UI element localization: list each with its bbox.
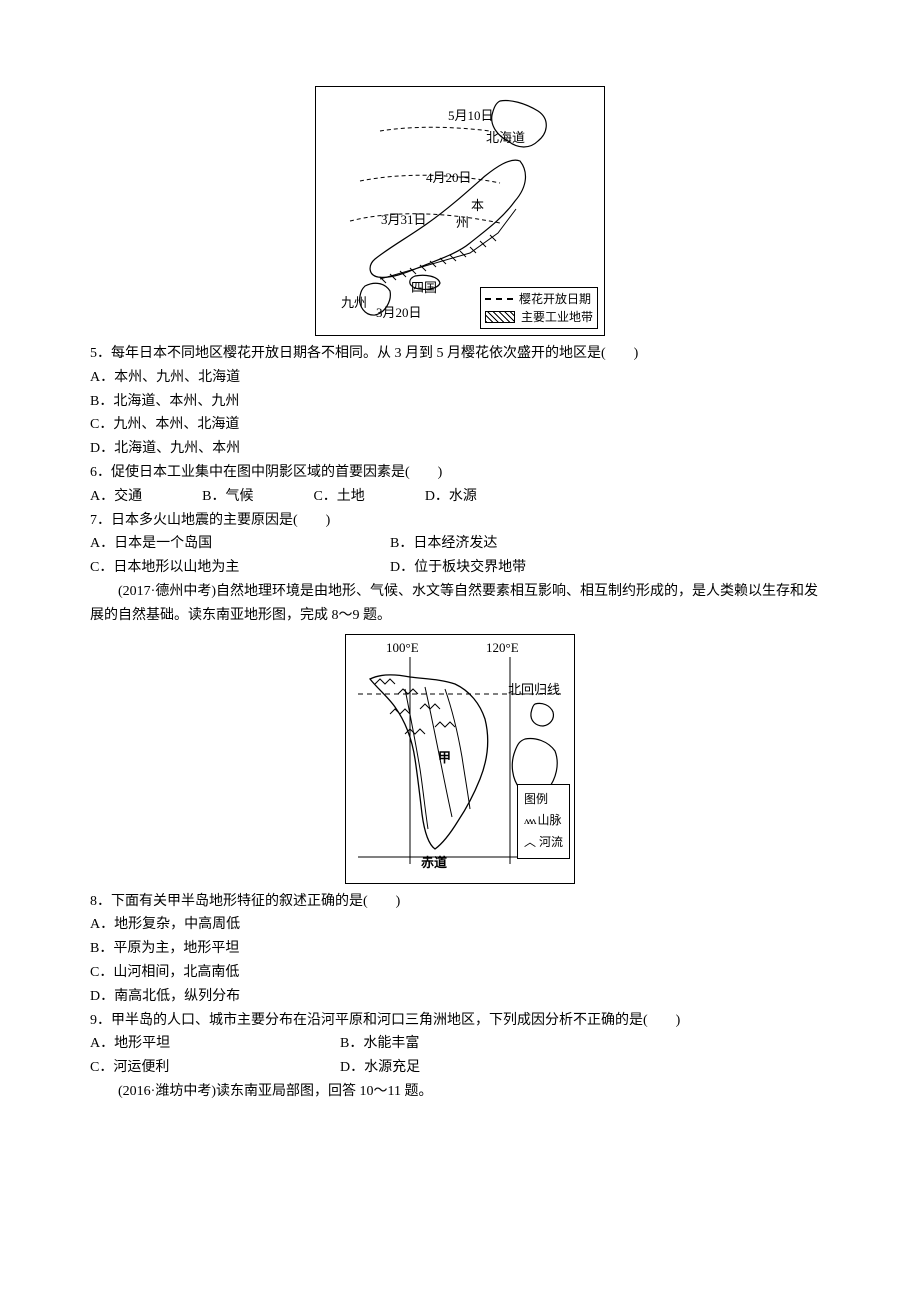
q6-opt-d: D．水源 (425, 485, 477, 509)
q7-opt-c: C．日本地形以山地为主 (90, 556, 300, 580)
q9-row1: A．地形平坦 B．水能丰富 (90, 1032, 830, 1056)
q7-row1: A．日本是一个岛国 B．日本经济发达 (90, 532, 830, 556)
mountain-icon: ᴧᴧᴧ (524, 812, 535, 832)
q5-opt-d: D．北海道、九州、本州 (90, 437, 830, 461)
sea-jia: 甲 (438, 747, 451, 769)
sea-legend-river: 河流 (539, 835, 563, 849)
q5-stem: 5．每年日本不同地区樱花开放日期各不相同。从 3 月到 5 月樱花依次盛开的地区… (90, 342, 830, 366)
sea-legend-mountain-row: ᴧᴧᴧ 山脉 (524, 810, 563, 832)
jp-date-may10: 5月10日 (448, 105, 494, 127)
q9-opt-a: A．地形平坦 (90, 1032, 250, 1056)
sea-equator: 赤道 (421, 852, 447, 874)
sea-lon-120: 120°E (486, 637, 519, 659)
jp-label-honshu2: 州 (456, 212, 469, 234)
q7-opt-d: D．位于板块交界地带 (390, 556, 526, 580)
jp-label-honshu1: 本 (471, 195, 484, 217)
q9-opt-c: C．河运便利 (90, 1056, 250, 1080)
q8-opt-b: B．平原为主，地形平坦 (90, 937, 830, 961)
jp-date-apr20: 4月20日 (426, 167, 472, 189)
sea-lon-100: 100°E (386, 637, 419, 659)
jp-legend: 樱花开放日期 主要工业地带 (480, 287, 598, 329)
q9-row2: C．河运便利 D．水源充足 (90, 1056, 830, 1080)
figure-japan-wrapper: 5月10日 北海道 4月20日 本 州 3月31日 四国 九州 3月20日 樱花… (90, 86, 830, 336)
intro-weifang: (2016·潍坊中考)读东南亚局部图，回答 10～11 题。 (90, 1080, 830, 1104)
figure-sea-wrapper: 100°E 120°E 北回归线 甲 赤道 图例 ᴧᴧᴧ 山脉 ︿ 河流 (90, 634, 830, 884)
q7-opt-a: A．日本是一个岛国 (90, 532, 300, 556)
q6-options: A．交通 B．气候 C．土地 D．水源 (90, 485, 830, 509)
jp-legend-bloom: 樱花开放日期 (485, 290, 593, 308)
dash-icon (485, 298, 513, 300)
q6-stem: 6．促使日本工业集中在图中阴影区域的首要因素是( ) (90, 461, 830, 485)
q6-opt-b: B．气候 (202, 485, 253, 509)
jp-legend-industry: 主要工业地带 (485, 308, 593, 326)
jp-label-hokkaido: 北海道 (486, 127, 525, 149)
jp-legend-industry-text: 主要工业地带 (521, 308, 593, 326)
q6-opt-a: A．交通 (90, 485, 142, 509)
q9-opt-b: B．水能丰富 (340, 1032, 419, 1056)
q7-opt-b: B．日本经济发达 (390, 532, 497, 556)
hatch-icon (485, 311, 515, 323)
intro-sea: (2017·德州中考)自然地理环境是由地形、气候、水文等自然要素相互影响、相互制… (90, 580, 830, 628)
q8-opt-a: A．地形复杂，中高周低 (90, 913, 830, 937)
jp-date-mar31: 3月31日 (381, 209, 427, 231)
q8-opt-d: D．南高北低，纵列分布 (90, 985, 830, 1009)
q8-stem: 8．下面有关甲半岛地形特征的叙述正确的是( ) (90, 890, 830, 914)
q5-opt-a: A．本州、九州、北海道 (90, 366, 830, 390)
figure-sea: 100°E 120°E 北回归线 甲 赤道 图例 ᴧᴧᴧ 山脉 ︿ 河流 (345, 634, 575, 884)
jp-legend-bloom-text: 樱花开放日期 (519, 290, 591, 308)
q8-opt-c: C．山河相间，北高南低 (90, 961, 830, 985)
q9-stem: 9．甲半岛的人口、城市主要分布在沿河平原和河口三角洲地区，下列成因分析不正确的是… (90, 1009, 830, 1033)
sea-legend-mountain: 山脉 (537, 813, 561, 827)
jp-date-mar20: 3月20日 (376, 302, 422, 324)
sea-legend-river-row: ︿ 河流 (524, 832, 563, 854)
jp-label-shikoku: 四国 (411, 277, 437, 299)
q7-stem: 7．日本多火山地震的主要原因是( ) (90, 509, 830, 533)
sea-legend: 图例 ᴧᴧᴧ 山脉 ︿ 河流 (517, 784, 570, 859)
q9-opt-d: D．水源充足 (340, 1056, 420, 1080)
q6-opt-c: C．土地 (313, 485, 364, 509)
q5-opt-c: C．九州、本州、北海道 (90, 413, 830, 437)
q7-row2: C．日本地形以山地为主 D．位于板块交界地带 (90, 556, 830, 580)
sea-tropic: 北回归线 (508, 679, 560, 701)
jp-label-kyushu: 九州 (341, 292, 367, 314)
q5-opt-b: B．北海道、本州、九州 (90, 390, 830, 414)
river-icon: ︿ (524, 832, 536, 854)
sea-legend-title: 图例 (524, 789, 563, 811)
figure-japan: 5月10日 北海道 4月20日 本 州 3月31日 四国 九州 3月20日 樱花… (315, 86, 605, 336)
